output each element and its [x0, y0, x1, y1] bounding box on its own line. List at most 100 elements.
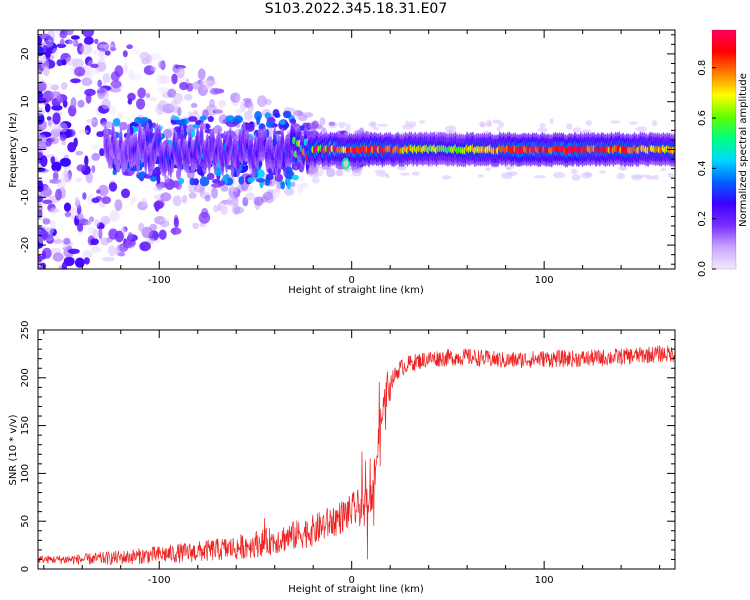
heatmap-cell — [206, 172, 215, 180]
y-tick-label: 200 — [20, 368, 31, 387]
heatmap-cell — [84, 220, 92, 226]
heatmap-cell — [101, 121, 114, 129]
heatmap-cell — [159, 75, 171, 85]
heatmap-cell — [485, 167, 491, 172]
heatmap-cell — [48, 208, 60, 214]
heatmap-cell — [419, 120, 426, 124]
heatmap-cell — [571, 174, 581, 181]
heatmap-cell — [477, 174, 485, 178]
heatmap-cell — [91, 152, 100, 161]
heatmap-cell — [628, 121, 638, 125]
heatmap-cell — [194, 184, 205, 193]
heatmap-cell — [109, 209, 120, 222]
heatmap-cell — [220, 185, 229, 192]
heatmap-cell — [326, 167, 336, 178]
heatmap-cell — [171, 73, 178, 85]
heatmap-cell — [49, 123, 62, 131]
heatmap-cell — [127, 232, 133, 241]
heatmap-cell — [199, 115, 207, 121]
heatmap-cell — [56, 59, 64, 67]
heatmap-cell — [283, 187, 295, 196]
heatmap-cell — [220, 204, 228, 216]
heatmap-cell — [40, 33, 51, 40]
heatmap-cell — [188, 116, 198, 122]
heatmap-cell — [38, 113, 45, 125]
heatmap-cell — [78, 129, 89, 134]
heatmap-cell — [233, 206, 244, 214]
heatmap-cell — [631, 175, 643, 181]
heatmap-cell — [169, 102, 179, 111]
colorbar-label: Normalized spectral amplitude — [738, 73, 749, 227]
heatmap-cell — [64, 30, 74, 36]
heatmap-cell — [126, 44, 133, 49]
heatmap-cell — [288, 107, 295, 113]
y-tick-label: 20 — [20, 48, 31, 61]
heatmap-cell — [53, 239, 64, 244]
x-tick-label: -100 — [148, 275, 171, 286]
heatmap-cell — [351, 170, 362, 177]
heatmap-cell — [99, 148, 105, 157]
heatmap-cell — [76, 214, 84, 221]
heatmap-cell — [585, 119, 592, 126]
heatmap-cell — [297, 183, 303, 194]
heatmap-cell — [244, 110, 253, 121]
heatmap-cell — [177, 106, 182, 117]
heatmap-cell — [445, 125, 457, 133]
heatmap-cell — [109, 87, 122, 93]
heatmap-cell — [110, 47, 117, 52]
y-tick-label: 0 — [20, 566, 31, 572]
colorbar-tick-label: 0.4 — [697, 160, 708, 176]
heatmap-cell — [145, 134, 150, 143]
heatmap-cell — [127, 98, 133, 105]
colorbar-tick-label: 0.2 — [697, 211, 708, 227]
heatmap-cell — [204, 194, 211, 202]
y-tick-label: 50 — [20, 515, 31, 528]
heatmap-cell — [192, 222, 199, 229]
heatmap-cell — [610, 120, 621, 124]
heatmap-cell — [572, 127, 582, 133]
y-tick-label: 100 — [20, 464, 31, 483]
heatmap-cell — [264, 112, 271, 119]
heatmap-cell — [238, 176, 245, 185]
heatmap-cell — [47, 82, 54, 91]
heatmap-cell — [72, 58, 84, 68]
colorbar-tick-label: 0.6 — [697, 110, 708, 126]
heatmap-cell — [549, 118, 554, 124]
heatmap-cell — [230, 92, 241, 103]
heatmap-cell — [72, 39, 79, 47]
colorbar-gradient — [712, 30, 736, 269]
heatmap-cell — [63, 202, 72, 212]
heatmap-cell — [209, 87, 221, 95]
heatmap-cell — [209, 99, 215, 108]
heatmap-cell — [199, 222, 207, 227]
heatmap-cell — [441, 175, 452, 180]
heatmap-cell — [38, 134, 47, 144]
heatmap-cell — [38, 180, 44, 193]
heatmap-cell — [599, 170, 606, 174]
heatmap-cell — [291, 174, 299, 181]
heatmap-cell — [51, 161, 62, 172]
heatmap-cell — [247, 177, 255, 183]
heatmap-cell — [173, 217, 179, 228]
heatmap-cell — [90, 238, 99, 246]
heatmap-cell — [412, 171, 420, 176]
heatmap-cell — [82, 192, 87, 200]
heatmap-cell — [582, 129, 592, 134]
heatmap-cell — [191, 81, 204, 90]
heatmap-cell — [254, 111, 262, 121]
heatmap-cell — [74, 257, 85, 268]
heatmap-cell — [108, 182, 118, 192]
heatmap-cell — [98, 184, 109, 197]
heatmap-cell — [272, 109, 280, 117]
heatmap-cell — [146, 54, 153, 64]
heatmap-cell — [256, 178, 266, 183]
heatmap-cell — [616, 172, 625, 180]
heatmap-cell — [192, 123, 201, 129]
heatmap-cell — [190, 103, 198, 108]
heatmap-cell — [335, 169, 344, 177]
heatmap-cell — [377, 123, 389, 127]
heatmap-cell — [102, 73, 111, 84]
